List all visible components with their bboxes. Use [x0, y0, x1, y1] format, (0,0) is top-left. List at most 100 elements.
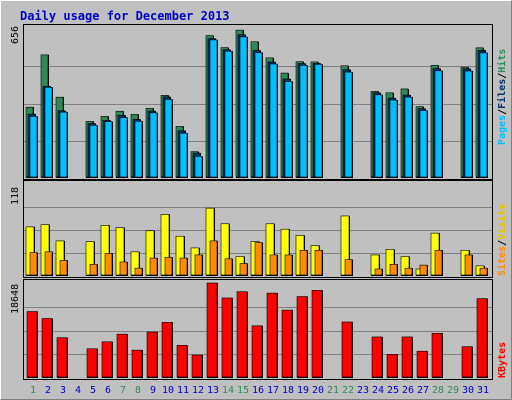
- pages-bar: [89, 125, 98, 178]
- pages-bar-fill: [29, 116, 38, 178]
- kbytes-bar-fill: [101, 341, 113, 378]
- pages-bar-fill: [209, 39, 218, 178]
- pages-bar-fill: [374, 94, 383, 178]
- sites-bar: [389, 264, 398, 276]
- pages-bar-fill: [479, 52, 488, 178]
- x-axis-day-label: 26: [402, 385, 414, 396]
- sites-bar: [119, 261, 128, 276]
- sites-bar: [299, 249, 308, 276]
- sites-bar: [44, 251, 53, 276]
- legend-visits: Visits: [496, 204, 508, 240]
- pages-bar: [269, 63, 278, 179]
- x-axis-day-label: 30: [462, 385, 474, 396]
- kbytes-bar-fill: [371, 336, 383, 378]
- pages-bar: [464, 70, 473, 178]
- sites-bar-fill: [209, 240, 218, 276]
- sites-bar: [59, 260, 68, 276]
- kbytes-bar: [371, 336, 383, 378]
- kbytes-bar-fill: [266, 292, 278, 378]
- pages-bar-fill: [224, 50, 233, 178]
- kbytes-bar-fill: [416, 350, 428, 378]
- kbytes-bar: [26, 311, 38, 378]
- x-axis-day-label: 3: [60, 385, 66, 396]
- x-axis-day-label: 31: [477, 385, 489, 396]
- x-axis-day-label: 14: [222, 385, 234, 396]
- pages-bar: [29, 116, 38, 178]
- sites-bar: [374, 268, 383, 276]
- pages-bar: [164, 99, 173, 178]
- sites-bar: [254, 242, 263, 276]
- sites-bar-fill: [179, 257, 188, 276]
- pages-bar: [224, 50, 233, 178]
- sites-bar-fill: [194, 254, 203, 276]
- pages-bar: [299, 65, 308, 178]
- x-axis-day-label: 29: [447, 385, 459, 396]
- pages-bar: [194, 156, 203, 178]
- sites-bar: [89, 264, 98, 276]
- pages-bar-fill: [179, 132, 188, 178]
- pages-bar: [44, 87, 53, 178]
- sites-bar: [179, 257, 188, 276]
- pages-bar: [179, 132, 188, 178]
- sites-bar: [434, 249, 443, 276]
- kbytes-bar-fill: [161, 322, 173, 378]
- sites-bar-fill: [59, 260, 68, 276]
- sites-bar: [29, 252, 38, 276]
- x-axis-day-label: 13: [207, 385, 219, 396]
- sites-bar: [104, 253, 113, 276]
- kbytes-bar: [86, 348, 98, 378]
- x-axis-day-label: 19: [297, 385, 309, 396]
- x-axis-day-label: 5: [90, 385, 96, 396]
- kbytes-bar-fill: [431, 332, 443, 378]
- legend-files: Files: [496, 79, 508, 109]
- x-axis-day-label: 17: [267, 385, 279, 396]
- pages-bar-fill: [464, 70, 473, 178]
- sites-bar: [269, 254, 278, 276]
- sites-bar-fill: [404, 267, 413, 276]
- pages-bar-fill: [164, 99, 173, 178]
- pages-bar-fill: [59, 111, 68, 178]
- kbytes-bar-fill: [41, 318, 53, 378]
- kbytes-bar: [206, 282, 218, 378]
- sites-bar-fill: [134, 267, 143, 276]
- pages-bar-fill: [269, 63, 278, 178]
- kbytes-bar: [116, 333, 128, 378]
- kbytes-bar-fill: [191, 354, 203, 378]
- x-axis-day-label: 6: [105, 385, 111, 396]
- pages-bar-fill: [404, 96, 413, 178]
- pages-bar-fill: [194, 156, 203, 178]
- pages-bar-fill: [299, 65, 308, 178]
- sites-bar: [239, 263, 248, 276]
- sites-bar-fill: [104, 253, 113, 276]
- pages-bar: [434, 70, 443, 178]
- sites-bar-fill: [164, 256, 173, 276]
- sites-bar-fill: [89, 264, 98, 276]
- kbytes-bar: [386, 354, 398, 378]
- kbytes-bar-fill: [86, 348, 98, 378]
- legend-hits: Hits: [496, 49, 508, 73]
- kbytes-bar: [281, 309, 293, 378]
- x-axis-day-label: 23: [357, 385, 369, 396]
- kbytes-bar: [131, 349, 143, 378]
- kbytes-bar: [221, 297, 233, 378]
- kbytes-bar-fill: [386, 354, 398, 378]
- x-axis-day-label: 22: [342, 385, 354, 396]
- pages-bar: [389, 99, 398, 178]
- sites-bar: [404, 267, 413, 276]
- sites-bar-fill: [44, 251, 53, 276]
- pages-bar: [419, 110, 428, 178]
- x-axis-labels: 1 2 3 4 5 6 7 8 9 10 11 12 13 14 15 16 17 18 19 20 21 22 23 24 2…: [30, 385, 489, 396]
- pages-bar: [239, 36, 248, 179]
- kbytes-bar-fill: [401, 336, 413, 378]
- top-legend: Pages/Files/Hits: [496, 49, 508, 145]
- pages-bar-fill: [419, 110, 428, 178]
- sites-bar: [464, 254, 473, 276]
- pages-bar: [314, 64, 323, 178]
- x-axis-day-label: 10: [162, 385, 174, 396]
- kbytes-bar-fill: [131, 349, 143, 378]
- kbytes-bar-fill: [221, 297, 233, 378]
- sites-bar-fill: [479, 267, 488, 276]
- x-axis-day-label: 25: [387, 385, 399, 396]
- kbytes-bar: [431, 332, 443, 378]
